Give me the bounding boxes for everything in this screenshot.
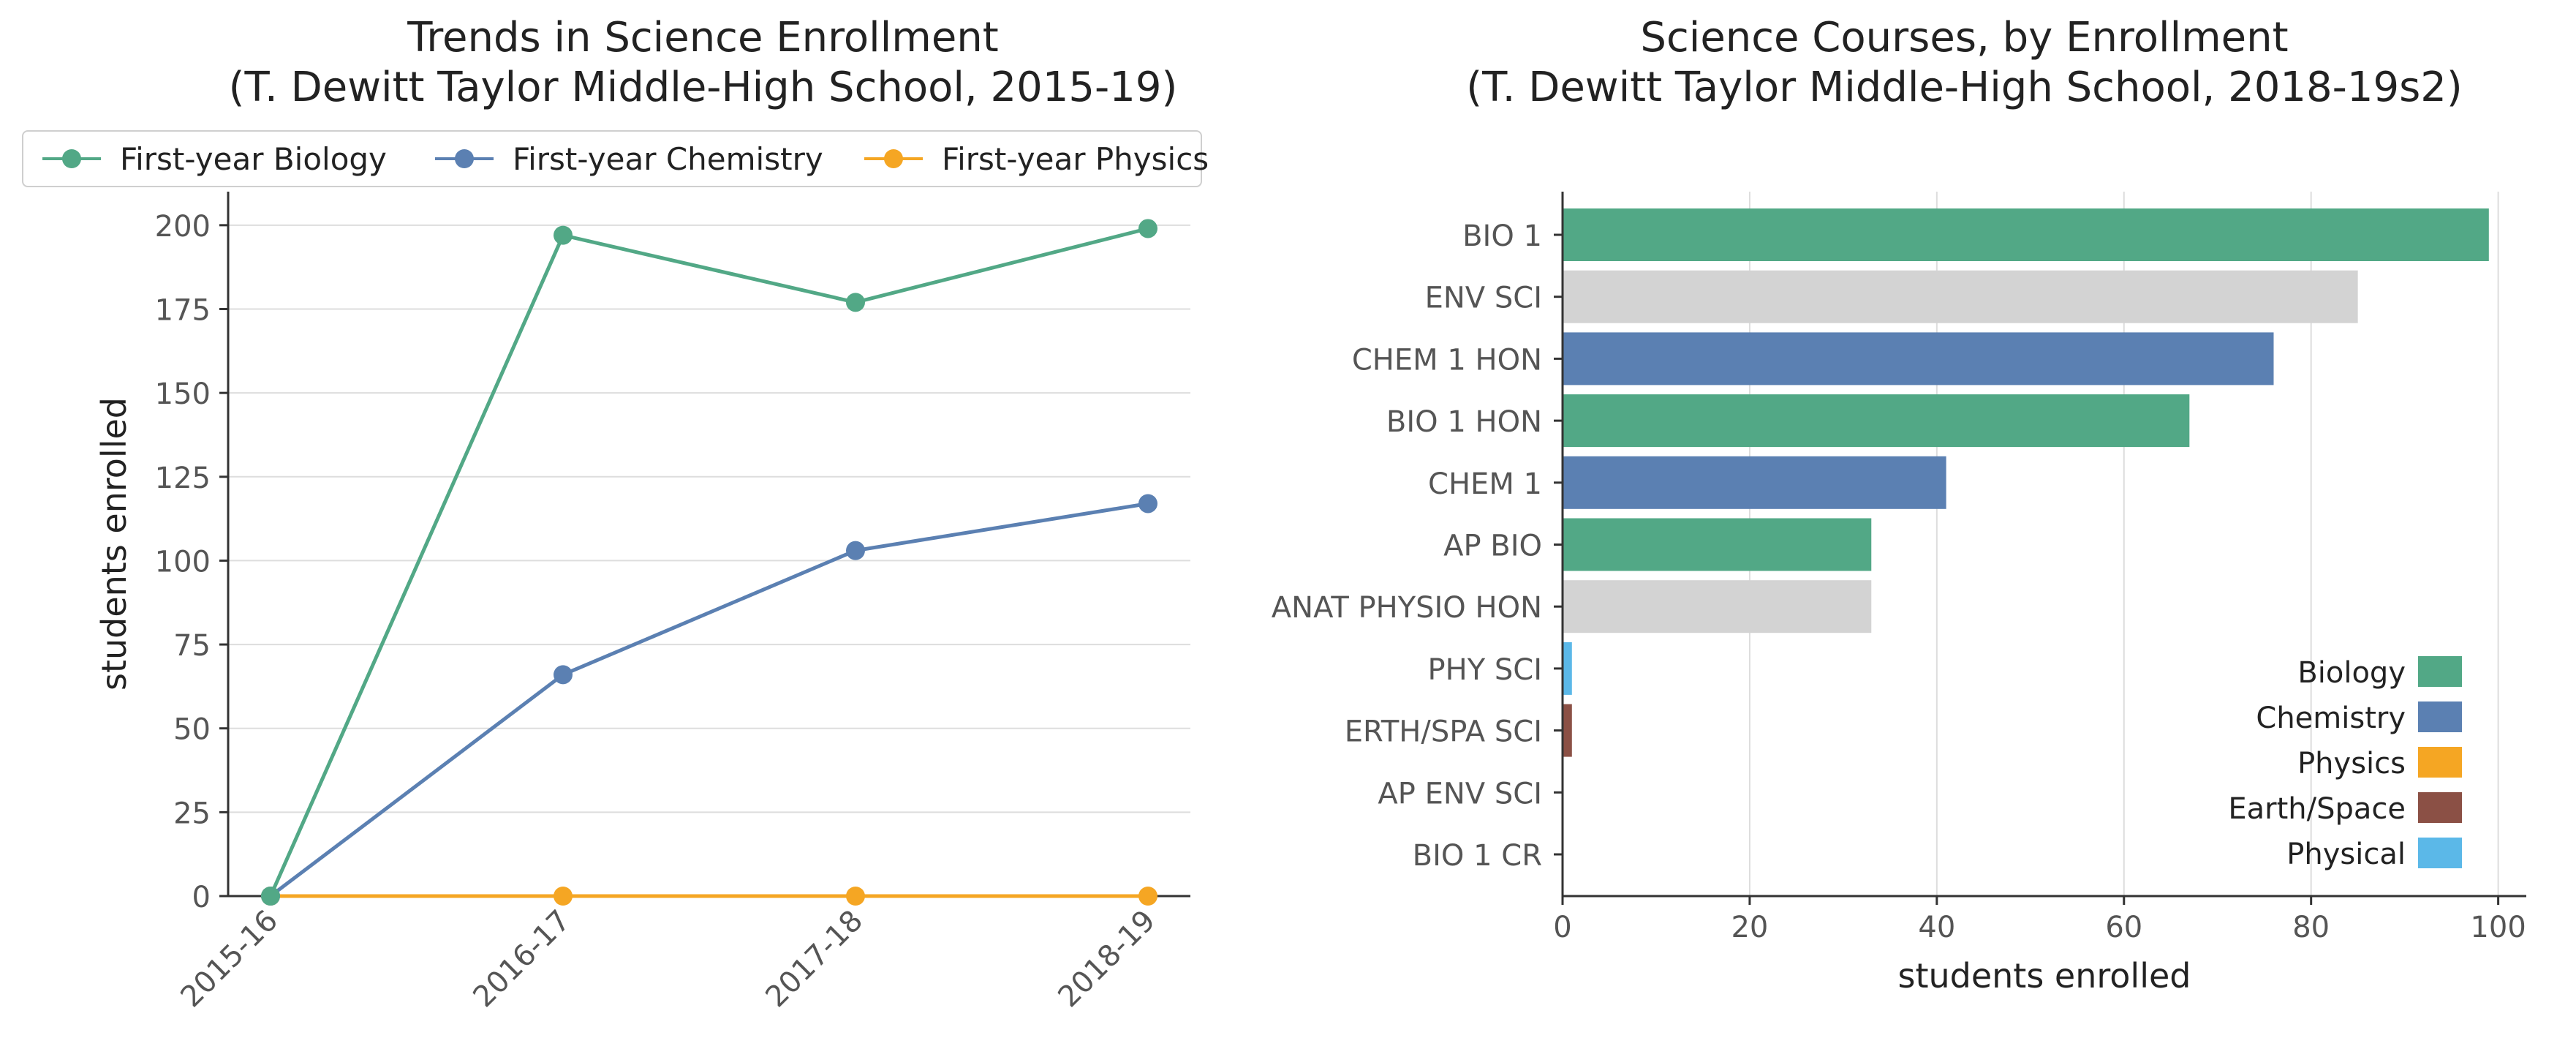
y-tick-label: 75 <box>173 629 211 663</box>
y-tick-label: 0 <box>192 881 211 914</box>
y-tick-label: AP BIO <box>1443 530 1542 563</box>
left-chart-subtitle: (T. Dewitt Taylor Middle-High School, 20… <box>228 64 1178 111</box>
y-tick-label: ERTH/SPA SCI <box>1345 715 1542 749</box>
y-tick-label: 150 <box>155 377 211 411</box>
legend-label: Chemistry <box>2256 701 2406 735</box>
legend-swatch <box>2418 838 2462 868</box>
data-point <box>261 887 280 906</box>
bar <box>1563 642 1572 695</box>
y-tick-label: BIO 1 <box>1462 219 1542 253</box>
bar <box>1563 456 1946 509</box>
y-tick-label: 200 <box>155 210 211 244</box>
legend-label-chemistry: First-year Chemistry <box>513 140 823 177</box>
bar <box>1563 270 2358 323</box>
bar <box>1563 208 2489 261</box>
x-tick-label: 60 <box>2105 911 2142 944</box>
x-tick-label: 100 <box>2470 911 2526 944</box>
y-tick-label: 50 <box>173 713 211 747</box>
x-tick-label: 20 <box>1731 911 1768 944</box>
y-tick-label: 125 <box>155 462 211 495</box>
legend-item-chemistry: First-year Chemistry <box>435 132 823 186</box>
y-tick-label: ENV SCI <box>1425 282 1542 315</box>
data-point <box>1138 887 1157 906</box>
series-line <box>268 227 1149 898</box>
x-axis-label: students enrolled <box>1898 956 2191 996</box>
right-chart-subtitle: (T. Dewitt Taylor Middle-High School, 20… <box>1466 64 2463 111</box>
data-point <box>554 887 573 906</box>
y-tick-label: BIO 1 HON <box>1386 405 1542 439</box>
right-chart-title: Science Courses, by Enrollment <box>1640 14 2289 61</box>
y-axis-label: students enrolled <box>94 397 134 691</box>
legend-line-biology <box>42 149 101 168</box>
x-tick-label: 0 <box>1553 911 1571 944</box>
bar <box>1563 394 2190 448</box>
legend-label: Physical <box>2286 838 2406 871</box>
legend-label-biology: First-year Biology <box>120 140 387 177</box>
legend-label: Earth/Space <box>2228 792 2406 826</box>
legend-swatch <box>2418 656 2462 687</box>
bar <box>1563 580 1872 633</box>
bar <box>1563 332 2274 385</box>
y-tick-label: CHEM 1 HON <box>1352 343 1542 377</box>
legend-label: Physics <box>2297 747 2406 780</box>
legend-swatch <box>2418 701 2462 732</box>
bar <box>1563 518 1872 571</box>
x-tick-label: 80 <box>2292 911 2330 944</box>
legend-marker-chemistry <box>455 149 474 168</box>
legend-line-chemistry <box>435 149 494 168</box>
legend-item-biology: First-year Biology <box>42 132 387 186</box>
data-point <box>846 541 865 560</box>
data-point <box>1138 494 1157 514</box>
series-line <box>269 502 1149 898</box>
line-chart-legend: First-year Biology First-year Chemistry … <box>22 130 1209 187</box>
y-tick-label: 25 <box>173 797 211 830</box>
x-tick-label: 40 <box>1918 911 1955 944</box>
legend-line-physics <box>864 149 923 168</box>
legend-item-physics: First-year Physics <box>864 132 1209 186</box>
legend-label: Biology <box>2297 656 2406 690</box>
left-chart-title: Trends in Science Enrollment <box>407 14 999 61</box>
y-tick-label: 100 <box>155 545 211 579</box>
legend-marker-physics <box>884 149 903 168</box>
legend-marker-biology <box>62 149 81 168</box>
data-point <box>846 293 865 312</box>
y-tick-label: 175 <box>155 294 211 328</box>
legend-swatch <box>2418 792 2462 823</box>
y-tick-label: AP ENV SCI <box>1378 777 1542 810</box>
y-tick-label: CHEM 1 <box>1428 467 1542 501</box>
bar <box>1563 704 1572 757</box>
y-tick-label: ANAT PHYSIO HON <box>1272 591 1542 625</box>
y-tick-label: BIO 1 CR <box>1413 839 1542 873</box>
data-point <box>1138 219 1157 238</box>
data-point <box>554 225 573 245</box>
legend-label-physics: First-year Physics <box>942 140 1209 177</box>
data-point <box>846 887 865 906</box>
legend-swatch <box>2418 747 2462 778</box>
data-point <box>554 665 573 685</box>
y-tick-label: PHY SCI <box>1428 653 1542 687</box>
